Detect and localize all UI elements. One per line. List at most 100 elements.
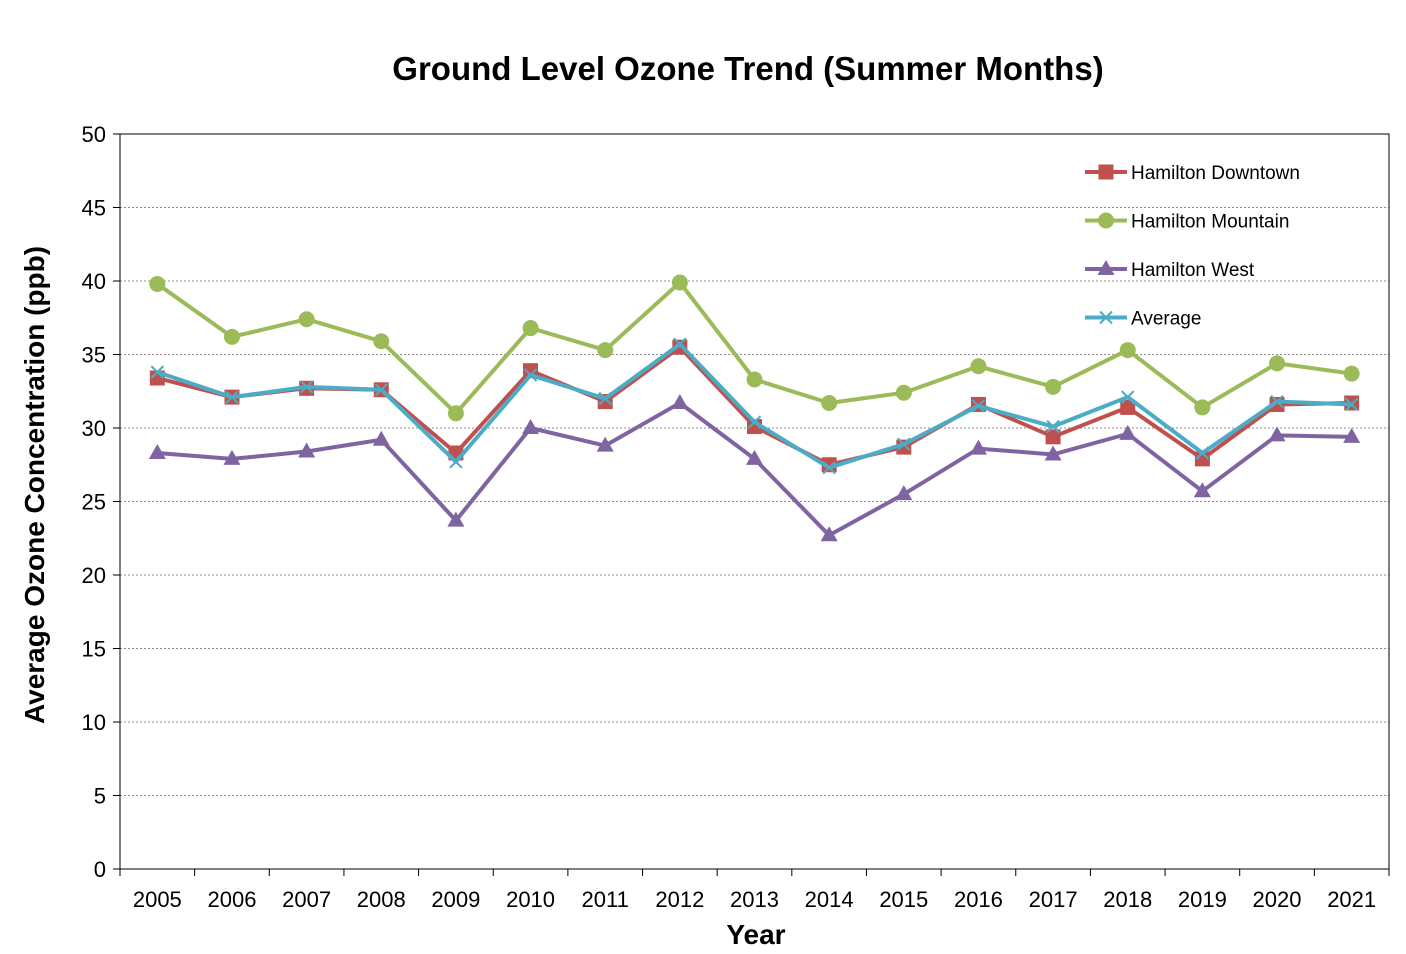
data-point <box>522 419 540 434</box>
data-point <box>1343 427 1361 443</box>
data-point <box>150 365 165 379</box>
series-3 <box>150 337 1359 475</box>
legend-marker <box>1098 164 1114 180</box>
data-point <box>895 384 912 401</box>
data-point <box>225 390 239 404</box>
data-point <box>298 442 316 458</box>
data-point <box>1194 399 1211 416</box>
data-point <box>298 311 315 328</box>
x-tick-label: 2010 <box>506 887 555 912</box>
x-tick-label: 2017 <box>1029 887 1078 912</box>
x-tick-label: 2007 <box>282 887 331 912</box>
data-point <box>1270 394 1284 409</box>
x-tick-label: 2021 <box>1327 887 1376 912</box>
data-point <box>223 449 241 465</box>
data-point <box>673 337 687 351</box>
data-point <box>373 333 390 350</box>
data-series <box>148 274 1361 542</box>
data-point <box>1120 399 1136 415</box>
data-point <box>447 405 464 422</box>
data-point <box>821 395 838 412</box>
legend-label: Hamilton Mountain <box>1131 212 1289 233</box>
data-point <box>1119 424 1137 440</box>
data-point <box>1194 451 1210 467</box>
data-point <box>523 368 538 382</box>
data-point <box>1269 355 1286 372</box>
legend-item: Hamilton Mountain <box>1085 212 1289 233</box>
data-point <box>820 526 838 542</box>
data-point <box>522 320 539 337</box>
data-point <box>374 383 388 397</box>
y-tick-label: 10 <box>82 710 106 735</box>
x-tick-label: 2009 <box>431 887 480 912</box>
x-tick-label: 2020 <box>1253 887 1302 912</box>
y-axis-title: Average Ozone Concentration (ppb) <box>19 246 50 724</box>
data-point <box>1195 446 1210 460</box>
y-tick-label: 30 <box>82 416 106 441</box>
chart-title: Ground Level Ozone Trend (Summer Months) <box>392 50 1103 87</box>
data-point <box>822 460 836 475</box>
data-point <box>372 430 390 446</box>
data-point <box>747 415 762 429</box>
x-tick-label: 2018 <box>1103 887 1152 912</box>
data-point <box>971 399 986 413</box>
y-tick-label: 25 <box>82 490 106 515</box>
data-point <box>1344 397 1359 412</box>
data-point <box>897 437 911 451</box>
data-point <box>148 443 166 459</box>
data-point <box>671 394 689 410</box>
data-point <box>299 380 314 394</box>
x-tick-label: 2005 <box>133 887 182 912</box>
x-tick-label: 2016 <box>954 887 1003 912</box>
data-point <box>671 274 688 291</box>
y-tick-label: 50 <box>82 122 106 147</box>
data-point <box>746 449 763 465</box>
y-tick-label: 15 <box>82 637 106 662</box>
data-point <box>598 391 612 406</box>
legend-label: Average <box>1131 309 1201 330</box>
x-tick-label: 2019 <box>1178 887 1227 912</box>
series-2 <box>148 394 1361 542</box>
data-point <box>1044 445 1062 461</box>
x-tick-label: 2014 <box>805 887 854 912</box>
data-point <box>970 358 987 375</box>
x-tick-label: 2012 <box>655 887 704 912</box>
data-point <box>1045 429 1061 445</box>
data-point <box>149 275 166 292</box>
legend-item: Average <box>1085 309 1201 330</box>
y-tick-label: 20 <box>82 563 106 588</box>
data-point <box>223 328 240 345</box>
data-point <box>596 436 614 452</box>
y-tick-label: 40 <box>82 269 106 294</box>
data-point <box>1119 342 1136 359</box>
y-axis-ticks: 0 5 10 15 20 25 30 35 40 45 50 <box>82 122 120 882</box>
data-point <box>1045 378 1062 395</box>
x-tick-label: 2011 <box>582 887 629 912</box>
data-point <box>1343 365 1360 382</box>
legend-marker <box>1099 310 1113 325</box>
legend-marker <box>1097 260 1115 275</box>
legend-marker <box>1098 212 1114 229</box>
data-point <box>746 371 763 388</box>
y-tick-label: 0 <box>94 857 106 882</box>
x-tick-label: 2008 <box>357 887 406 912</box>
data-point <box>1193 482 1211 498</box>
legend-label: Hamilton West <box>1131 260 1255 281</box>
grid-lines <box>120 207 1389 796</box>
data-point <box>1121 390 1135 404</box>
data-point <box>969 439 987 455</box>
legend: Hamilton Downtown Hamilton Mountain Hamilt… <box>1085 163 1300 330</box>
x-axis-ticks: 2005 2006 2007 2008 2009 2010 2011 2012 2013 2014… <box>119 869 1390 912</box>
series-1 <box>149 274 1360 422</box>
legend-item: Hamilton West <box>1085 260 1255 281</box>
data-point <box>447 511 465 527</box>
data-point <box>895 485 913 501</box>
x-axis-title: Year <box>726 919 785 950</box>
y-tick-label: 45 <box>82 196 106 221</box>
x-tick-label: 2015 <box>879 887 928 912</box>
data-point <box>597 342 614 359</box>
x-tick-label: 2013 <box>730 887 779 912</box>
legend-label: Hamilton Downtown <box>1131 163 1300 184</box>
x-tick-label: 2006 <box>207 887 256 912</box>
